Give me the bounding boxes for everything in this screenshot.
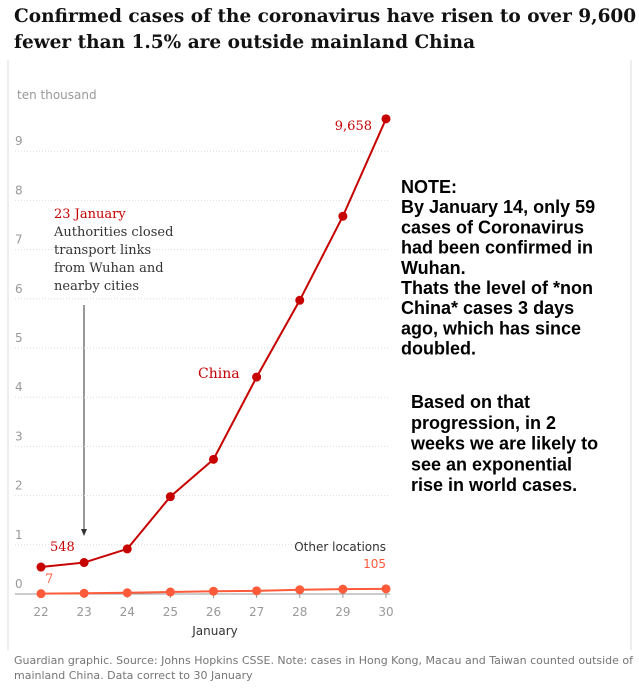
y-tick-label: 7 <box>15 233 23 247</box>
note-text: cases of Coronavirus <box>401 217 584 237</box>
point <box>295 295 305 305</box>
value-label: 7 <box>45 572 53 587</box>
note-text: progression, in 2 <box>411 413 556 433</box>
note-text: NOTE: <box>401 177 457 197</box>
x-tick-label: 30 <box>378 605 393 619</box>
point <box>338 211 348 221</box>
y-tick-label: 4 <box>15 380 23 394</box>
series-name: Other locations <box>294 540 386 554</box>
x-tick-label: 24 <box>120 605 135 619</box>
y-tick-label: 6 <box>15 282 23 296</box>
point <box>122 588 132 598</box>
point <box>252 586 262 596</box>
x-tick-label: 28 <box>292 605 307 619</box>
note-text: had been confirmed in <box>401 238 593 258</box>
note-text: Based on that <box>411 392 530 412</box>
value-label: 9,658 <box>335 119 372 134</box>
point <box>209 586 218 596</box>
x-tick-label: 25 <box>163 605 178 619</box>
annotation-text: transport links <box>54 243 151 258</box>
y-tick-label: 2 <box>15 479 23 493</box>
series-name: China <box>198 366 240 382</box>
x-tick-label: 23 <box>76 605 91 619</box>
point <box>36 562 46 572</box>
y-tick-label: 1 <box>15 528 23 542</box>
point <box>381 584 391 594</box>
y-tick-label: 0 <box>15 577 23 591</box>
note-text: Wuhan. <box>401 258 466 278</box>
y-tick-label: 8 <box>15 183 23 197</box>
x-tick-label: 27 <box>249 605 264 619</box>
chart-title: Confirmed cases of the coronavirus have … <box>14 6 639 27</box>
point <box>338 584 348 594</box>
y-axis-label: ten thousand <box>17 88 97 102</box>
annotation-text: from Wuhan and <box>54 261 164 276</box>
x-tick-label: 26 <box>206 605 221 619</box>
note-text: weeks we are likely to <box>410 434 598 454</box>
note-text: China* cases 3 days <box>401 298 574 318</box>
annotation-date: 23 January <box>54 207 126 222</box>
point <box>381 114 391 124</box>
footer: mainland China. Data correct to 30 Janua… <box>14 669 253 682</box>
note-text: ago, which has since <box>401 318 581 338</box>
x-tick-label: 22 <box>33 605 48 619</box>
y-tick-label: 9 <box>15 134 23 148</box>
annotation-text: nearby cities <box>54 279 139 294</box>
point <box>79 558 89 568</box>
note-text: see an exponential <box>411 454 572 474</box>
value-label: 548 <box>50 540 75 555</box>
point <box>295 585 305 595</box>
chart-title: fewer than 1.5% are outside mainland Chi… <box>14 32 475 53</box>
footer: Guardian graphic. Source: Johns Hopkins … <box>14 654 634 667</box>
value-label: 105 <box>363 557 386 571</box>
annotation-text: Authorities closed <box>53 225 173 240</box>
y-tick-label: 5 <box>15 331 23 345</box>
note-text: Thats the level of *non <box>401 278 593 298</box>
x-tick-label: 29 <box>335 605 350 619</box>
point <box>36 589 46 599</box>
note-text: By January 14, only 59 <box>401 197 595 217</box>
arrow-head <box>81 529 87 536</box>
x-axis-label: January <box>191 624 238 638</box>
note-text: rise in world cases. <box>411 475 577 495</box>
point <box>79 588 89 598</box>
point <box>209 454 218 464</box>
point <box>122 544 132 554</box>
point <box>165 587 175 597</box>
note-text: doubled. <box>401 339 476 359</box>
point <box>165 492 175 502</box>
point <box>252 372 262 382</box>
y-tick-label: 3 <box>15 429 23 443</box>
